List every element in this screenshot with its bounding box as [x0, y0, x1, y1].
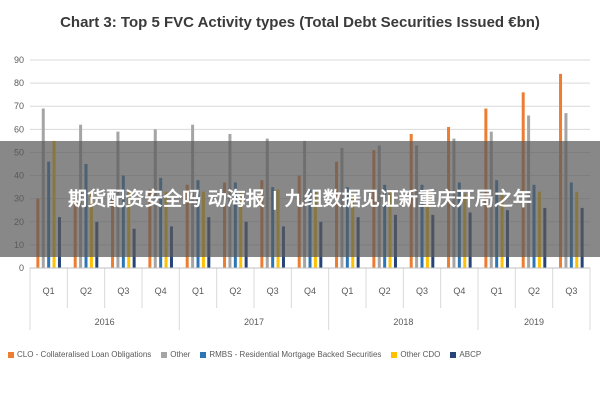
x-tick-label: Q3 [267, 286, 279, 296]
legend-label: ABCP [459, 350, 482, 359]
legend-item: CLO - Collateralised Loan Obligations [8, 350, 151, 359]
y-tick-label: 70 [14, 101, 24, 111]
x-tick-label: Q1 [192, 286, 204, 296]
x-tick-label: Q2 [80, 286, 92, 296]
x-tick-label: Q1 [341, 286, 353, 296]
x-tick-label: Q3 [117, 286, 129, 296]
chart-title: Chart 3: Top 5 FVC Activity types (Total… [60, 14, 540, 31]
year-label: 2019 [524, 317, 544, 327]
year-label: 2016 [95, 317, 115, 327]
x-tick-label: Q2 [528, 286, 540, 296]
y-tick-label: 80 [14, 78, 24, 88]
legend-label: Other [170, 350, 191, 359]
year-label: 2018 [393, 317, 413, 327]
legend-item: Other CDO [391, 350, 440, 359]
legend-label: Other CDO [400, 350, 441, 359]
x-tick-label: Q4 [304, 286, 316, 296]
y-tick-label: 0 [19, 263, 24, 273]
y-tick-label: 60 [14, 124, 24, 134]
x-tick-label: Q3 [565, 286, 577, 296]
chart-legend: CLO - Collateralised Loan Obligations Oth… [8, 350, 598, 359]
legend-label: CLO - Collateralised Loan Obligations [17, 350, 152, 359]
banner-text: 期货配资安全吗 动海报 | 九组数据见证新重庆开局之年 [68, 188, 532, 210]
legend-item: ABCP [450, 350, 481, 359]
legend-item: RMBS - Residential Mortgage Backed Secur… [200, 350, 381, 359]
x-tick-label: Q1 [491, 286, 503, 296]
legend-item: Other [161, 350, 190, 359]
year-label: 2017 [244, 317, 264, 327]
x-tick-label: Q4 [453, 286, 465, 296]
x-tick-label: Q1 [43, 286, 55, 296]
legend-swatch [200, 351, 207, 358]
x-tick-label: Q4 [155, 286, 167, 296]
legend-swatch [450, 351, 457, 358]
legend-swatch [161, 351, 168, 358]
x-tick-label: Q2 [379, 286, 391, 296]
x-tick-label: Q3 [416, 286, 428, 296]
y-tick-label: 90 [14, 55, 24, 65]
legend-label: RMBS - Residential Mortgage Backed Secur… [209, 350, 382, 359]
legend-swatch [8, 351, 14, 358]
watermark-banner: 期货配资安全吗 动海报 | 九组数据见证新重庆开局之年 [0, 141, 600, 257]
legend-swatch [391, 351, 398, 358]
x-tick-label: Q2 [229, 286, 241, 296]
